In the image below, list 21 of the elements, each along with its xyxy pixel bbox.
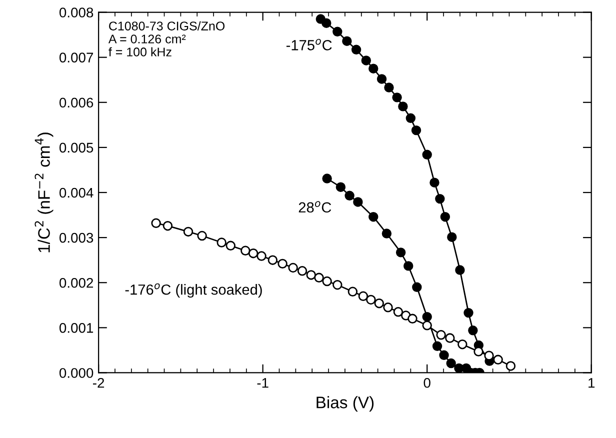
y-axis-title: 1/C$^{2}$ (nF$^{−2}$ cm$^{4}$) (34, 132, 54, 252)
y-tick-label: 0.003 (59, 232, 94, 243)
y-tick-label: 0.006 (59, 98, 94, 108)
y-tick-label: 0.004 (59, 188, 94, 198)
annotation: A = 0.126 cm² (108, 34, 186, 44)
annotation: -176$^{o}$C (light soaked) (125, 283, 262, 298)
x-tick-label: -2 (93, 378, 104, 388)
y-tick-label: 0.005 (59, 142, 94, 153)
x-tick-label: 1 (588, 378, 595, 388)
annotation: C1080-73 CIGS/ZnO (109, 21, 225, 30)
annotation: -175$^{o}$C (286, 38, 332, 50)
x-tick-label: -1 (257, 378, 268, 388)
y-tick-label: 0.007 (59, 52, 94, 62)
y-tick-label: 0.000 (59, 368, 94, 378)
x-tick-label: 0 (424, 378, 430, 388)
y-tick-label: 0.002 (59, 278, 94, 288)
y-tick-label: 0.001 (59, 323, 94, 333)
y-tick-label: 0.008 (59, 8, 94, 18)
x-axis-title: Bias (V) (316, 396, 374, 412)
annotation: f = 100 kHz (108, 47, 172, 56)
annotation: 28$^{o}$C (298, 201, 332, 213)
